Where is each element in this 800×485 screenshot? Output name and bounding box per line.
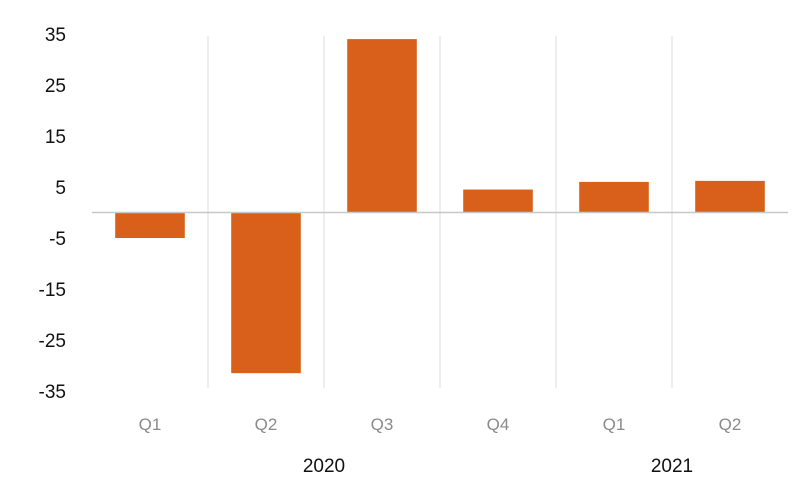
y-tick-label: -35 xyxy=(39,382,66,403)
bars xyxy=(115,39,765,374)
y-axis-ticks: 35 25 15 5 -5 -15 -25 -35 xyxy=(39,25,66,403)
y-tick-label: -25 xyxy=(39,331,66,352)
bar-1 xyxy=(115,212,185,238)
bar-6 xyxy=(695,180,765,213)
group-label-2020: 2020 xyxy=(303,456,345,477)
x-axis-ticks: Q1 Q2 Q3 Q4 Q1 Q2 xyxy=(139,415,742,434)
x-tick-label: Q1 xyxy=(603,415,626,434)
x-tick-label: Q4 xyxy=(487,415,510,434)
x-tick-label: Q3 xyxy=(371,415,394,434)
y-tick-label: 25 xyxy=(45,76,66,97)
y-tick-label: 15 xyxy=(45,127,66,148)
x-tick-label: Q2 xyxy=(255,415,278,434)
bar-2 xyxy=(231,212,301,374)
y-tick-label: -15 xyxy=(39,280,66,301)
y-tick-label: 5 xyxy=(55,178,66,199)
y-tick-label: 35 xyxy=(45,25,66,46)
bar-5 xyxy=(579,181,649,213)
y-tick-label: -5 xyxy=(49,229,66,250)
x-axis-group-labels: 2020 2021 xyxy=(303,456,693,477)
x-tick-label: Q1 xyxy=(139,415,162,434)
bar-4 xyxy=(463,189,533,213)
group-label-2021: 2021 xyxy=(651,456,693,477)
x-tick-label: Q2 xyxy=(719,415,742,434)
bar-3 xyxy=(347,39,417,213)
